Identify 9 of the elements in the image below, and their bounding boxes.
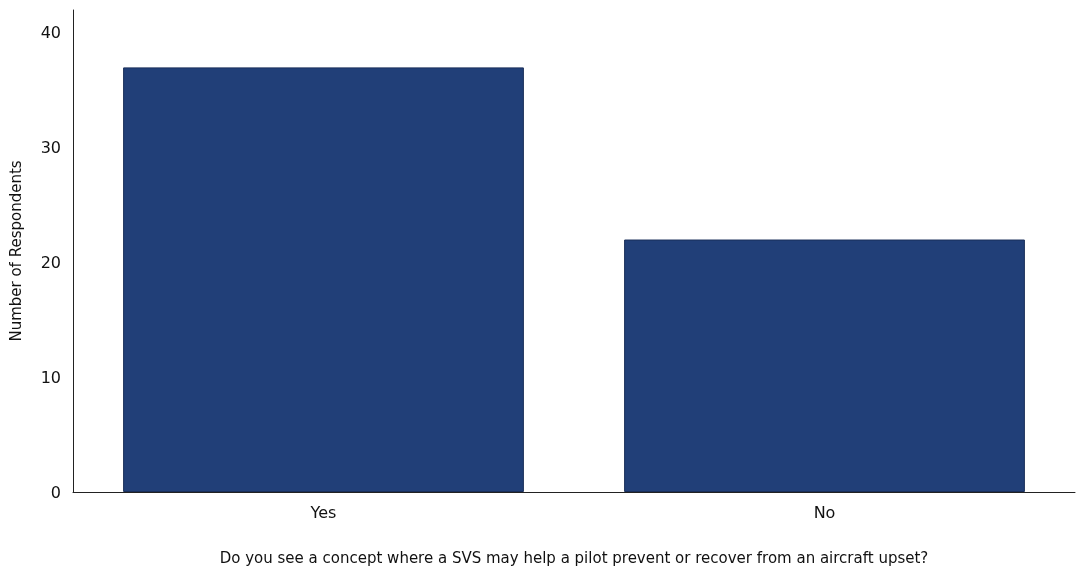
y-tick-label: 40 (40, 23, 61, 43)
y-axis-title: Number of Respondents (6, 160, 25, 342)
y-tick-label: 10 (40, 367, 61, 387)
x-axis-title: Do you see a concept where a SVS may help a pilot prevent or recover from an aircraft upset? (219, 548, 929, 567)
x-tick-label: No (813, 502, 836, 522)
y-tick-label: 0 (50, 482, 61, 502)
y-tick-label: 20 (40, 252, 61, 272)
y-tick-label: 30 (40, 138, 61, 158)
x-tick-label: Yes (309, 502, 337, 522)
